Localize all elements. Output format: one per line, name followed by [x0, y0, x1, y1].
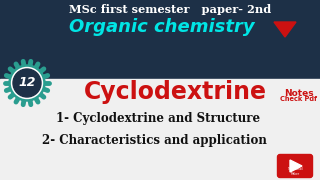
Bar — [0, 79, 320, 180]
Text: Check Pdf: Check Pdf — [281, 96, 317, 102]
Text: 1- Cyclodextrine and Structure: 1- Cyclodextrine and Structure — [56, 112, 260, 125]
Circle shape — [13, 69, 41, 97]
Text: MSc first semester   paper- 2nd: MSc first semester paper- 2nd — [69, 4, 271, 15]
Text: Thumbnail
Maker: Thumbnail Maker — [287, 167, 303, 176]
Polygon shape — [290, 160, 302, 172]
Text: Cyclodextrine: Cyclodextrine — [84, 80, 267, 104]
Text: 12: 12 — [18, 76, 36, 89]
Circle shape — [12, 68, 43, 98]
Polygon shape — [274, 22, 296, 37]
Bar — [0, 0, 320, 79]
FancyBboxPatch shape — [277, 154, 313, 177]
Text: Organic chemistry: Organic chemistry — [69, 18, 255, 36]
Circle shape — [9, 65, 45, 101]
Text: 2- Characteristics and application: 2- Characteristics and application — [42, 134, 267, 147]
Text: Notes: Notes — [284, 89, 314, 98]
